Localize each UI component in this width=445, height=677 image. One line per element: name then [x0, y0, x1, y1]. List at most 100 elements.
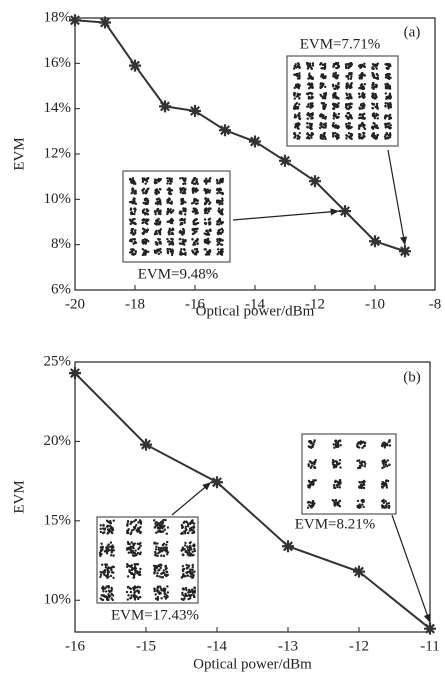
x-tick-label: -11 [420, 638, 439, 654]
constellation-dot [130, 521, 134, 524]
constellation-dot [324, 75, 327, 78]
constellation-dot [219, 239, 222, 243]
constellation-dot [298, 103, 301, 106]
constellation-dot [346, 124, 350, 128]
constellation-dot [334, 465, 338, 469]
constellation-dot [362, 102, 365, 105]
plot-frame [74, 361, 431, 633]
constellation-dot [147, 218, 150, 221]
constellation-dot [218, 199, 222, 203]
constellation-dot [156, 597, 160, 600]
constellation-dot [296, 93, 300, 96]
constellation-dot [206, 231, 210, 235]
constellation-dot [208, 221, 212, 224]
constellation-dot [181, 218, 184, 222]
constellation-dot [311, 502, 314, 505]
constellation-dot [99, 530, 103, 534]
constellation-dot [208, 202, 211, 206]
constellation-dot [217, 223, 221, 226]
constellation-dot [216, 192, 219, 195]
constellation-dot [154, 230, 157, 234]
constellation-dot [347, 132, 351, 135]
constellation-dot [294, 123, 297, 126]
constellation-dot [130, 228, 133, 231]
constellation-dot [332, 114, 336, 117]
constellation-dot [384, 463, 388, 466]
constellation-dot [361, 85, 364, 88]
constellation-dot [186, 521, 189, 524]
constellation-dot [189, 521, 192, 524]
constellation-dot [361, 93, 364, 96]
constellation-dot [160, 572, 163, 575]
constellation-dot [221, 202, 224, 206]
constellation-dot [192, 232, 195, 236]
constellation-dot [111, 531, 114, 535]
constellation-dot [204, 209, 207, 213]
constellation-dot [194, 187, 197, 191]
constellation-dot [183, 530, 186, 533]
constellation-dot [110, 592, 113, 596]
constellation-dot [138, 570, 142, 573]
y-tick-label: 15% [44, 512, 72, 528]
constellation-dot [305, 61, 309, 65]
constellation-dot [127, 551, 130, 554]
constellation [306, 439, 392, 510]
constellation-dot [100, 542, 103, 545]
constellation-dot [159, 251, 163, 254]
constellation-dot [184, 253, 187, 256]
constellation-dot [298, 97, 301, 100]
constellation-dot [361, 115, 365, 118]
constellation-dot [345, 103, 348, 106]
constellation-dot [157, 548, 160, 551]
star-marker [69, 367, 81, 380]
x-tick-label: -16 [185, 296, 205, 312]
constellation-dot [155, 545, 158, 548]
constellation-dot [332, 443, 335, 446]
constellation-dot [388, 439, 391, 442]
constellation-dot [293, 113, 297, 117]
constellation-dot [133, 585, 137, 589]
constellation-dot [161, 527, 164, 530]
constellation-dot [217, 219, 221, 223]
constellation-dot [296, 62, 300, 65]
constellation-dot [184, 188, 187, 191]
constellation-dot [139, 567, 142, 571]
constellation-dot [180, 248, 183, 251]
constellation-dot [184, 586, 188, 590]
constellation-dot [204, 197, 207, 200]
constellation-dot [193, 197, 196, 201]
constellation-dot [321, 137, 324, 141]
constellation-dot [164, 564, 168, 568]
x-tick-label: -16 [65, 638, 85, 654]
constellation-dot [178, 212, 182, 215]
constellation-dot [181, 591, 184, 595]
constellation-dot [311, 113, 314, 116]
constellation-dot [153, 572, 156, 575]
constellation-dot [112, 576, 115, 579]
constellation-dot [336, 74, 340, 77]
constellation-dot [189, 568, 193, 571]
constellation-dot [309, 501, 312, 504]
constellation-dot [108, 589, 112, 593]
constellation-dot [375, 104, 379, 108]
constellation-dot [335, 484, 339, 487]
x-tick-label: -20 [65, 296, 85, 312]
constellation-dot [347, 66, 350, 70]
constellation-dot [192, 201, 196, 204]
constellation-dot [126, 520, 130, 523]
constellation-dot [156, 588, 159, 592]
constellation-dot [335, 77, 338, 80]
constellation-dot [193, 591, 196, 594]
x-tick-label: -12 [305, 296, 325, 312]
constellation-dot [382, 501, 386, 505]
constellation-dot [141, 189, 144, 192]
constellation-dot [159, 178, 163, 181]
constellation-dot [360, 73, 363, 76]
constellation-dot [109, 574, 113, 578]
constellation-dot [107, 566, 111, 570]
constellation-dot [335, 95, 338, 99]
constellation-dot [159, 550, 162, 553]
constellation-dot [131, 545, 134, 549]
constellation-dot [337, 444, 340, 448]
constellation-dot [221, 192, 225, 195]
